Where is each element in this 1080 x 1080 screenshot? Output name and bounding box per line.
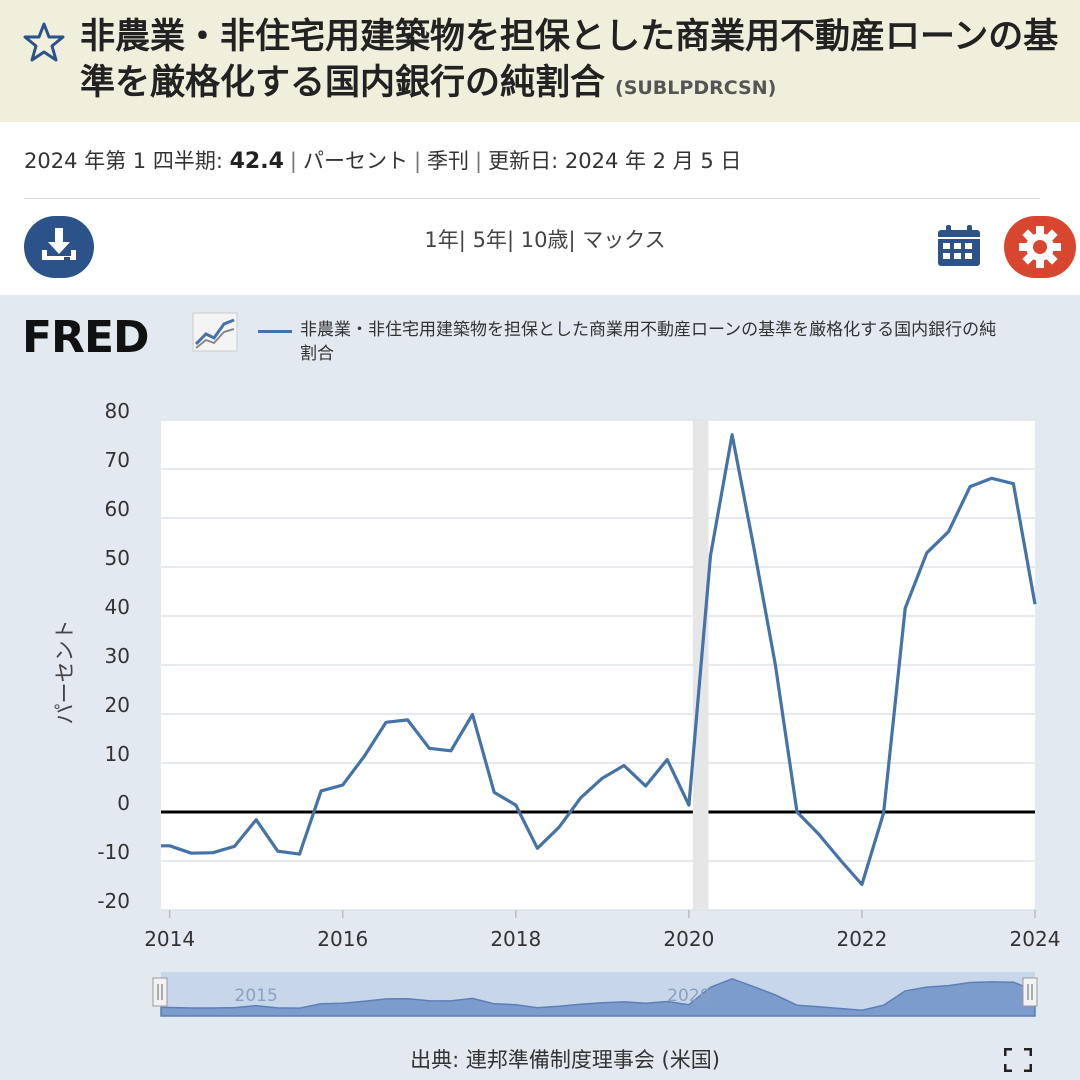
navigator-series <box>160 977 1036 1017</box>
range-sep: | <box>568 228 583 252</box>
y-tick-label: 0 <box>117 791 130 815</box>
line-chart[interactable]: 80 70 60 50 40 30 20 10 0 -10 -20 2014 2016 2018 2020… <box>0 380 1080 1040</box>
meta-sep-2: | <box>413 149 422 173</box>
x-tick-label: 2016 <box>317 927 368 951</box>
meta-sep-1: | <box>289 149 297 173</box>
range-10y[interactable]: 10歳 <box>520 228 569 252</box>
legend-swatch <box>258 330 292 333</box>
navigator-label: 2020 <box>667 986 710 1006</box>
meta-sep-3: | <box>475 149 483 173</box>
download-icon <box>42 228 76 260</box>
x-tick-label: 2014 <box>144 927 195 951</box>
y-tick-label: 80 <box>105 399 130 423</box>
meta-frequency: 季刊 <box>427 149 470 173</box>
x-tick-label: 2024 <box>1010 927 1061 951</box>
range-sep: | <box>458 228 473 252</box>
range-max[interactable]: マックス <box>582 228 666 252</box>
x-tick-label: 2018 <box>490 927 541 951</box>
x-tick-label: 2022 <box>836 927 887 951</box>
navigator-handle[interactable] <box>152 977 168 1007</box>
y-tick-label: 10 <box>105 742 130 766</box>
y-tick-label: 50 <box>105 546 130 570</box>
y-tick-label: 20 <box>105 693 130 717</box>
fullscreen-icon[interactable] <box>1004 1048 1032 1072</box>
range-1y[interactable]: 1年 <box>424 228 459 252</box>
download-button[interactable] <box>24 216 94 278</box>
y-tick-label: 30 <box>105 644 130 668</box>
fred-logo: FRED <box>22 312 150 363</box>
navigator-label: 2015 <box>235 986 278 1006</box>
y-tick-label: 60 <box>105 497 130 521</box>
divider <box>24 198 1040 199</box>
series-line <box>161 433 1037 887</box>
meta-period: 2024 年第 1 四半期: <box>24 149 223 173</box>
meta-value: 42.4 <box>229 149 284 174</box>
star-icon[interactable] <box>22 20 66 64</box>
page-title: 非農業・非住宅用建築物を担保とした商業用不動産ローンの基準を厳格化する国内銀行の… <box>80 14 1060 111</box>
meta-updated: 更新日: 2024 年 2 月 5 日 <box>488 149 742 173</box>
y-tick-label: 70 <box>105 448 130 472</box>
title-text: 非農業・非住宅用建築物を担保とした商業用不動産ローンの基準を厳格化する国内銀行の… <box>80 17 1059 103</box>
date-range-selector: 1年| 5年| 10歳| マックス <box>0 224 1080 254</box>
y-tick-label: 40 <box>105 595 130 619</box>
gear-icon <box>1019 226 1061 268</box>
series-code: (SUBLPDRCSN) <box>615 77 777 99</box>
calendar-icon[interactable] <box>936 224 982 268</box>
legend-label: 非農業・非住宅用建築物を担保とした商業用不動産ローンの基準を厳格化する国内銀行の… <box>300 320 997 364</box>
range-5y[interactable]: 5年 <box>472 228 507 252</box>
range-sep: | <box>506 228 521 252</box>
navigator-handle[interactable] <box>1022 977 1038 1007</box>
series-meta: 2024 年第 1 四半期: 42.4 | パーセント | 季刊 | 更新日: 2024 年… <box>24 145 741 175</box>
y-tick-label: -20 <box>97 889 130 913</box>
y-tick-label: -10 <box>97 840 130 864</box>
chart-source: 出典: 連邦準備制度理事会 (米国) <box>410 1048 720 1072</box>
y-axis-label: パーセント <box>53 620 77 725</box>
fred-graph-icon <box>192 312 238 352</box>
meta-units[interactable]: パーセント <box>302 149 408 173</box>
x-tick-label: 2020 <box>663 927 714 951</box>
title-bar: 非農業・非住宅用建築物を担保とした商業用不動産ローンの基準を厳格化する国内銀行の… <box>0 0 1080 122</box>
settings-button[interactable] <box>1004 216 1076 278</box>
